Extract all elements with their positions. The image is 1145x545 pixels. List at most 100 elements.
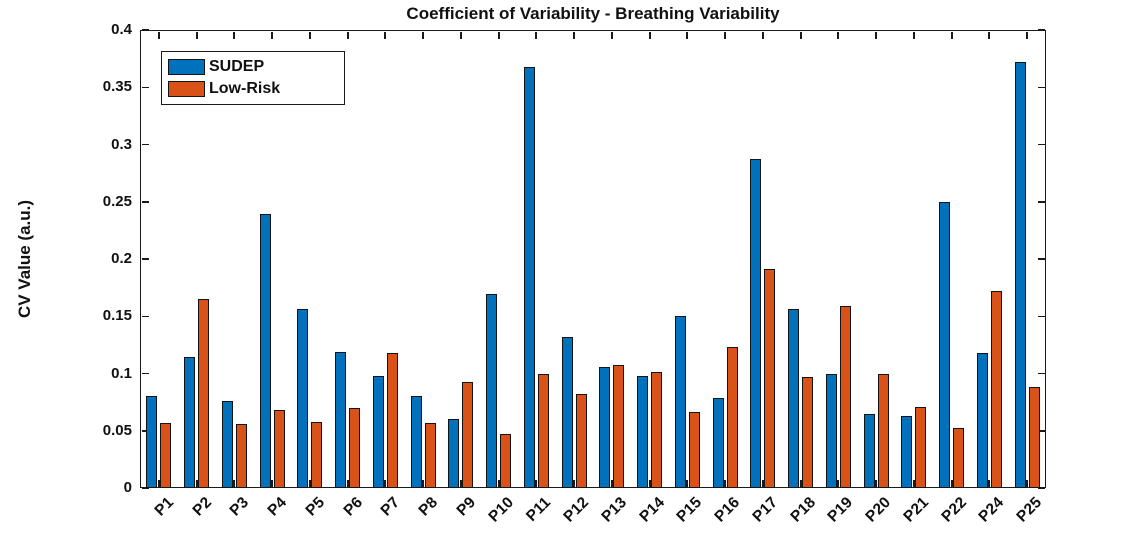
x-tick-mark-bottom <box>535 479 538 487</box>
x-tick-mark-top <box>346 31 349 39</box>
x-tick-label: P22 <box>938 494 970 526</box>
x-tick-mark-bottom <box>610 479 613 487</box>
x-tick-mark-bottom <box>686 479 689 487</box>
x-tick-mark-top <box>497 31 500 39</box>
y-tick-mark-left <box>141 487 149 489</box>
bar-sudep-p4 <box>259 214 271 488</box>
y-tick-mark-right <box>1037 487 1045 489</box>
bar-low-risk-p14 <box>651 372 663 488</box>
plot-area <box>140 30 1046 488</box>
x-tick-mark-top <box>308 31 311 39</box>
x-tick-mark-top <box>648 31 651 39</box>
x-tick-label: P20 <box>862 494 895 526</box>
x-tick-mark-bottom <box>384 479 387 487</box>
bar-low-risk-p18 <box>802 376 814 488</box>
bar-low-risk-p21 <box>915 406 927 488</box>
x-tick-mark-bottom <box>459 479 462 487</box>
bar-sudep-p25 <box>1014 62 1026 488</box>
bar-low-risk-p11 <box>537 373 549 488</box>
x-tick-mark-top <box>912 31 915 39</box>
y-tick-mark-right <box>1037 315 1045 317</box>
bar-low-risk-p10 <box>500 434 512 488</box>
bar-low-risk-p4 <box>273 410 285 488</box>
y-tick-mark-right <box>1037 143 1045 146</box>
x-tick-label: P16 <box>711 494 744 526</box>
y-tick-label: 0.2 <box>111 250 132 267</box>
x-tick-mark-bottom <box>761 479 764 487</box>
x-tick-mark-top <box>837 31 840 39</box>
y-tick-mark-right <box>1037 201 1045 203</box>
y-tick-label: 0.1 <box>111 364 132 382</box>
y-tick-mark-right <box>1037 430 1045 432</box>
x-tick-mark-top <box>1026 31 1029 39</box>
bar-low-risk-p22 <box>953 428 965 488</box>
x-tick-label: P24 <box>975 494 1008 526</box>
bar-sudep-p15 <box>674 316 686 488</box>
legend-item-low-risk: Low-Risk <box>168 78 338 100</box>
bar-sudep-p9 <box>448 419 460 488</box>
x-tick-label: P10 <box>485 494 517 526</box>
y-tick-label: 0.05 <box>102 421 132 439</box>
y-tick-mark-right <box>1037 372 1045 375</box>
y-tick-mark-left <box>141 372 149 375</box>
y-tick-mark-left <box>141 86 149 88</box>
bar-sudep-p19 <box>825 373 837 488</box>
bar-low-risk-p15 <box>688 412 700 488</box>
x-tick-label: P4 <box>264 494 291 520</box>
bar-sudep-p10 <box>486 294 498 488</box>
x-tick-mark-top <box>535 31 538 39</box>
x-tick-label: P14 <box>636 494 668 526</box>
y-axis-label: CV Value (a.u.) <box>15 199 34 319</box>
x-tick-mark-top <box>573 31 576 39</box>
bar-sudep-p24 <box>976 352 988 488</box>
x-tick-mark-top <box>157 31 160 39</box>
x-tick-mark-bottom <box>271 479 274 487</box>
bar-low-risk-p7 <box>386 352 398 488</box>
x-tick-label: P17 <box>749 494 781 526</box>
x-tick-label: P21 <box>900 494 932 526</box>
x-tick-mark-top <box>950 31 953 39</box>
bar-low-risk-p6 <box>349 407 361 488</box>
bar-low-risk-p5 <box>311 421 323 488</box>
x-tick-mark-bottom <box>422 479 425 487</box>
bar-low-risk-p2 <box>198 299 210 488</box>
bar-sudep-p7 <box>372 375 384 488</box>
legend-swatch-low-risk <box>168 81 205 97</box>
x-tick-label: P19 <box>824 494 857 526</box>
bar-sudep-p12 <box>561 336 573 488</box>
bar-low-risk-p16 <box>726 347 738 488</box>
y-tick-mark-left <box>141 315 149 317</box>
bar-sudep-p13 <box>599 366 611 488</box>
bar-sudep-p17 <box>750 159 762 488</box>
x-tick-label: P5 <box>302 494 328 520</box>
bar-low-risk-p8 <box>424 422 436 488</box>
bar-sudep-p1 <box>146 396 158 488</box>
x-tick-mark-top <box>459 31 462 39</box>
bar-low-risk-p20 <box>877 373 889 488</box>
bar-low-risk-p9 <box>462 381 474 488</box>
x-tick-label: P11 <box>523 494 555 525</box>
y-tick-mark-left <box>141 143 149 146</box>
x-tick-label: P6 <box>340 494 366 520</box>
x-tick-label: P18 <box>787 494 819 526</box>
bar-low-risk-p3 <box>235 423 247 488</box>
bar-low-risk-p17 <box>764 269 776 488</box>
x-tick-mark-bottom <box>875 479 878 487</box>
bar-sudep-p21 <box>901 415 913 488</box>
x-tick-label: P3 <box>226 494 253 520</box>
y-tick-mark-left <box>141 430 149 432</box>
x-tick-label: P9 <box>453 494 479 520</box>
y-tick-mark-right <box>1037 258 1045 260</box>
bar-sudep-p20 <box>863 413 875 488</box>
bar-low-risk-p24 <box>990 291 1002 488</box>
bar-sudep-p16 <box>712 397 724 488</box>
x-tick-mark-bottom <box>648 479 651 487</box>
x-tick-mark-top <box>233 31 236 39</box>
x-tick-mark-bottom <box>799 479 802 487</box>
legend-item-sudep: SUDEP <box>168 56 338 78</box>
legend-swatch-sudep <box>168 59 205 75</box>
x-tick-mark-bottom <box>950 479 953 487</box>
bar-low-risk-p12 <box>575 394 587 488</box>
x-tick-mark-top <box>271 31 274 39</box>
